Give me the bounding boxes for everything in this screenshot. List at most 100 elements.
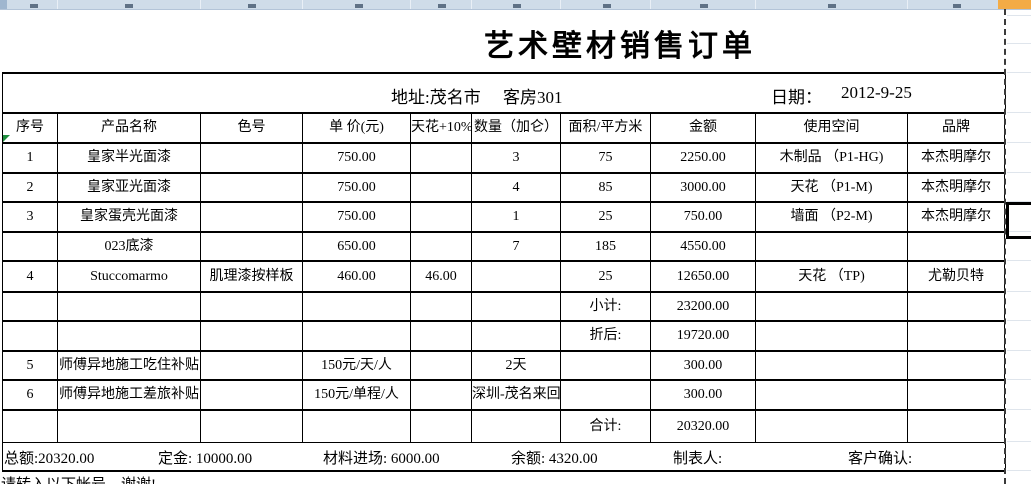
- table-cell[interactable]: 4550.00: [650, 232, 756, 261]
- table-cell[interactable]: 本杰明摩尔: [907, 173, 1005, 202]
- table-cell[interactable]: 1: [2, 143, 58, 173]
- column-header-cell[interactable]: 单 价(元): [302, 113, 411, 143]
- table-cell[interactable]: 46.00: [410, 261, 472, 292]
- table-cell[interactable]: [57, 321, 201, 351]
- table-cell[interactable]: 12650.00: [650, 261, 756, 292]
- table-cell[interactable]: 天花 （P1-M): [755, 173, 908, 202]
- table-cell[interactable]: [410, 410, 472, 442]
- table-cell[interactable]: [200, 143, 303, 173]
- table-cell[interactable]: [755, 292, 908, 321]
- table-cell[interactable]: 2: [2, 173, 58, 202]
- table-cell[interactable]: 19720.00: [650, 321, 756, 351]
- table-cell[interactable]: 5: [2, 351, 58, 380]
- table-cell[interactable]: 2天: [471, 351, 561, 380]
- table-cell[interactable]: 300.00: [650, 380, 756, 410]
- table-cell[interactable]: [410, 351, 472, 380]
- table-cell[interactable]: [410, 321, 472, 351]
- table-cell[interactable]: [200, 380, 303, 410]
- table-cell[interactable]: [2, 321, 58, 351]
- table-cell[interactable]: 20320.00: [650, 410, 756, 442]
- table-cell[interactable]: [755, 410, 908, 442]
- table-cell[interactable]: [57, 292, 201, 321]
- column-header-cell[interactable]: 序号: [2, 113, 58, 143]
- table-cell[interactable]: 650.00: [302, 232, 411, 261]
- table-cell[interactable]: [2, 292, 58, 321]
- column-header-cell[interactable]: 天花+10%: [410, 113, 473, 143]
- table-cell[interactable]: 23200.00: [650, 292, 756, 321]
- table-cell[interactable]: 折后:: [560, 321, 651, 351]
- active-cell-outline[interactable]: [1006, 202, 1031, 239]
- table-cell[interactable]: 460.00: [302, 261, 411, 292]
- table-cell[interactable]: [755, 380, 908, 410]
- table-cell[interactable]: [471, 292, 561, 321]
- column-header-cell[interactable]: 使用空间: [755, 113, 908, 143]
- table-cell[interactable]: 750.00: [302, 143, 411, 173]
- column-header-cell[interactable]: 数量（加仑）: [471, 113, 561, 143]
- table-cell[interactable]: 皇家蛋壳光面漆: [57, 202, 201, 232]
- table-cell[interactable]: [907, 321, 1005, 351]
- room-field[interactable]: 客房301: [503, 88, 563, 107]
- table-cell[interactable]: [2, 410, 58, 442]
- table-cell[interactable]: 750.00: [650, 202, 756, 232]
- table-cell[interactable]: [755, 351, 908, 380]
- table-cell[interactable]: [2, 232, 58, 261]
- table-cell[interactable]: 3000.00: [650, 173, 756, 202]
- table-cell[interactable]: [200, 292, 303, 321]
- address-field[interactable]: 地址:茂名市: [391, 88, 481, 107]
- table-cell[interactable]: 肌理漆按样板: [200, 261, 303, 292]
- table-cell[interactable]: 023底漆: [57, 232, 201, 261]
- table-cell[interactable]: 天花 （TP): [755, 261, 908, 292]
- table-cell[interactable]: [302, 321, 411, 351]
- table-cell[interactable]: 4: [2, 261, 58, 292]
- table-cell[interactable]: 25: [560, 261, 651, 292]
- table-cell[interactable]: [471, 261, 561, 292]
- table-cell[interactable]: 小计:: [560, 292, 651, 321]
- table-cell[interactable]: 合计:: [560, 410, 651, 442]
- table-cell[interactable]: 师傅异地施工差旅补贴: [57, 380, 201, 410]
- table-cell[interactable]: [410, 232, 472, 261]
- column-header-cell[interactable]: 产品名称: [57, 113, 201, 143]
- table-cell[interactable]: [410, 143, 472, 173]
- table-cell[interactable]: 85: [560, 173, 651, 202]
- table-cell[interactable]: 185: [560, 232, 651, 261]
- table-cell[interactable]: [200, 410, 303, 442]
- table-cell[interactable]: Stuccomarmo: [57, 261, 201, 292]
- table-cell[interactable]: 深圳-茂名来回: [471, 380, 561, 410]
- table-cell[interactable]: 3: [2, 202, 58, 232]
- table-cell[interactable]: 墙面 （P2-M): [755, 202, 908, 232]
- table-cell[interactable]: [410, 380, 472, 410]
- table-cell[interactable]: 本杰明摩尔: [907, 143, 1005, 173]
- table-cell[interactable]: [200, 232, 303, 261]
- table-cell[interactable]: [560, 380, 651, 410]
- table-cell[interactable]: 6: [2, 380, 58, 410]
- table-cell[interactable]: 3: [471, 143, 561, 173]
- table-cell[interactable]: [410, 173, 472, 202]
- table-cell[interactable]: [200, 321, 303, 351]
- table-cell[interactable]: [471, 410, 561, 442]
- select-all-corner[interactable]: [0, 0, 7, 9]
- table-cell[interactable]: [410, 202, 472, 232]
- table-cell[interactable]: [560, 351, 651, 380]
- table-cell[interactable]: 150元/天/人: [302, 351, 411, 380]
- table-cell[interactable]: 150元/单程/人: [302, 380, 411, 410]
- table-cell[interactable]: [200, 202, 303, 232]
- column-header-cell[interactable]: 品牌: [907, 113, 1005, 143]
- table-cell[interactable]: [471, 321, 561, 351]
- column-header-cell[interactable]: 金额: [650, 113, 756, 143]
- highlighted-column-header[interactable]: [998, 0, 1031, 9]
- table-cell[interactable]: [410, 292, 472, 321]
- table-cell[interactable]: [755, 321, 908, 351]
- table-cell[interactable]: [755, 232, 908, 261]
- table-cell[interactable]: 木制品 （P1-HG): [755, 143, 908, 173]
- table-cell[interactable]: 皇家亚光面漆: [57, 173, 201, 202]
- table-cell[interactable]: 25: [560, 202, 651, 232]
- table-cell[interactable]: 皇家半光面漆: [57, 143, 201, 173]
- date-value[interactable]: 2012-9-25: [841, 83, 912, 102]
- table-cell[interactable]: 7: [471, 232, 561, 261]
- column-header-cell[interactable]: 色号: [200, 113, 303, 143]
- table-cell[interactable]: [907, 292, 1005, 321]
- table-cell[interactable]: 2250.00: [650, 143, 756, 173]
- table-cell[interactable]: 师傅异地施工吃住补贴: [57, 351, 201, 380]
- column-header-strip[interactable]: [0, 0, 1031, 10]
- table-cell[interactable]: [907, 410, 1005, 442]
